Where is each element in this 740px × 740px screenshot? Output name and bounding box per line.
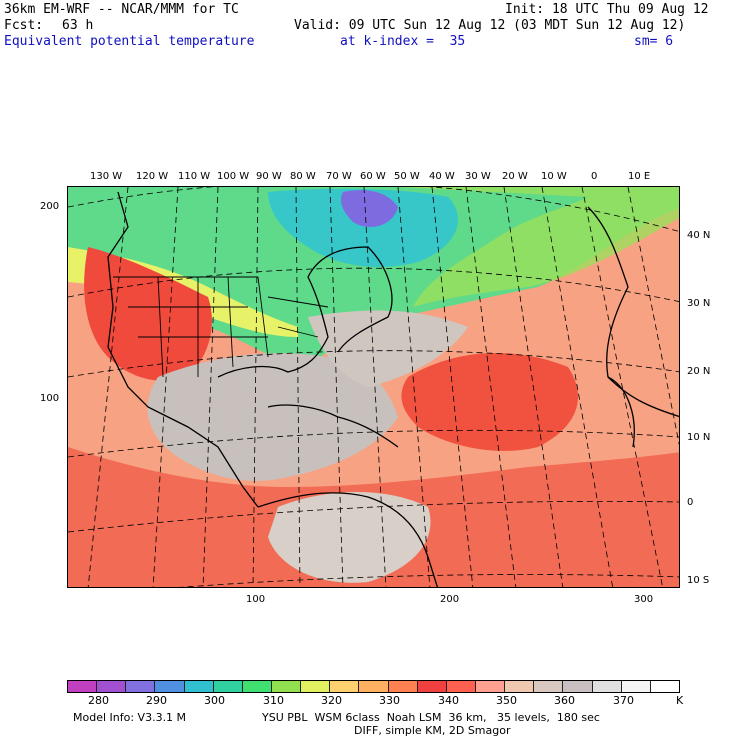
grid-x-label: 300	[634, 594, 654, 605]
diffusion-info: DIFF, simple KM, 2D Smagor	[354, 724, 511, 737]
lon-label: 120 W	[136, 171, 169, 182]
colorbar-label: 310	[263, 694, 284, 707]
lon-label: 100 W	[217, 171, 250, 182]
lon-label: 60 W	[360, 171, 386, 182]
map-svg	[68, 187, 679, 587]
colorbar-unit: K	[676, 694, 684, 707]
colorbar	[67, 680, 680, 693]
graticule	[68, 187, 679, 587]
colorbar-swatch	[621, 681, 651, 692]
lon-label: 40 W	[429, 171, 455, 182]
field-name: Equivalent potential temperature	[4, 34, 255, 49]
model-info: Model Info: V3.3.1 M	[73, 711, 187, 724]
colorbar-label: 320	[321, 694, 342, 707]
colorbar-label: 350	[496, 694, 517, 707]
colorbar-swatch	[388, 681, 418, 692]
colorbar-label: 340	[438, 694, 459, 707]
atlantic-grey-region	[308, 310, 468, 387]
colorbar-swatch	[184, 681, 214, 692]
lon-label: 0	[591, 171, 598, 182]
lat-label: 10 N	[687, 432, 711, 443]
colorbar-swatch	[242, 681, 272, 692]
colorbar-label: 300	[204, 694, 225, 707]
lon-label: 80 W	[290, 171, 316, 182]
lon-label: 50 W	[394, 171, 420, 182]
colorbar-label: 360	[554, 694, 575, 707]
colorbar-swatch	[475, 681, 506, 692]
colorbar-swatch	[155, 681, 185, 692]
lon-label: 130 W	[90, 171, 123, 182]
colorbar-swatch	[213, 681, 243, 692]
lon-label: 110 W	[178, 171, 211, 182]
colorbar-swatch	[446, 681, 476, 692]
lat-label: 10 S	[687, 575, 710, 586]
political-boundaries	[113, 276, 329, 378]
lon-label: 10 E	[628, 171, 651, 182]
k-index: at k-index = 35	[340, 34, 466, 49]
colorbar-label: 280	[88, 694, 109, 707]
colorbar-label: 330	[379, 694, 400, 707]
valid-time: Valid: 09 UTC Sun 12 Aug 12 (03 MDT Sun …	[294, 18, 686, 33]
lon-label: 20 W	[502, 171, 528, 182]
atlantic-hot-region	[401, 353, 578, 451]
init-time: Init: 18 UTC Thu 09 Aug 12	[505, 2, 709, 17]
colorbar-swatch	[534, 681, 564, 692]
lat-label: 40 N	[687, 230, 711, 241]
coldest-core-region	[341, 190, 398, 227]
colorbar-swatch	[563, 681, 593, 692]
grid-x-label: 200	[440, 594, 460, 605]
colorbar-swatch	[505, 681, 535, 692]
colorbar-swatch	[271, 681, 302, 692]
colorbar-swatch	[359, 681, 389, 692]
colorbar-swatch	[330, 681, 360, 692]
lat-label: 20 N	[687, 366, 711, 377]
lat-label: 30 N	[687, 298, 711, 309]
amazon-region	[268, 492, 431, 583]
coastlines	[107, 191, 679, 587]
lon-label: 10 W	[541, 171, 567, 182]
us-hot-region	[84, 247, 212, 381]
lon-label: 30 W	[465, 171, 491, 182]
colorbar-swatch	[650, 681, 679, 692]
colorbar-swatch	[68, 681, 98, 692]
grid-x-label: 100	[246, 594, 266, 605]
forecast-label: Fcst:	[4, 18, 44, 33]
theta-e-map	[67, 186, 680, 588]
colorbar-label: 370	[613, 694, 634, 707]
colorbar-swatch	[301, 681, 331, 692]
forecast-hours: 63 h	[62, 18, 94, 33]
cold-core-region	[268, 188, 458, 267]
colorbar-swatch	[97, 681, 127, 692]
colorbar-swatch	[126, 681, 156, 692]
smoothing: sm= 6	[634, 34, 674, 49]
lon-label: 90 W	[256, 171, 282, 182]
north-atlantic-band	[398, 187, 679, 307]
grid-y-label: 100	[40, 393, 60, 404]
lat-label: 0	[687, 497, 694, 508]
model-title: 36km EM-WRF -- NCAR/MMM for TC	[4, 2, 239, 17]
caribbean-region	[147, 353, 398, 481]
lon-label: 70 W	[326, 171, 352, 182]
grid-y-label: 200	[40, 201, 60, 212]
colorbar-label: 290	[146, 694, 167, 707]
colorbar-swatch	[417, 681, 447, 692]
physics-info: YSU PBL WSM 6class Noah LSM 36 km, 35 le…	[262, 711, 600, 724]
colorbar-swatch	[592, 681, 622, 692]
